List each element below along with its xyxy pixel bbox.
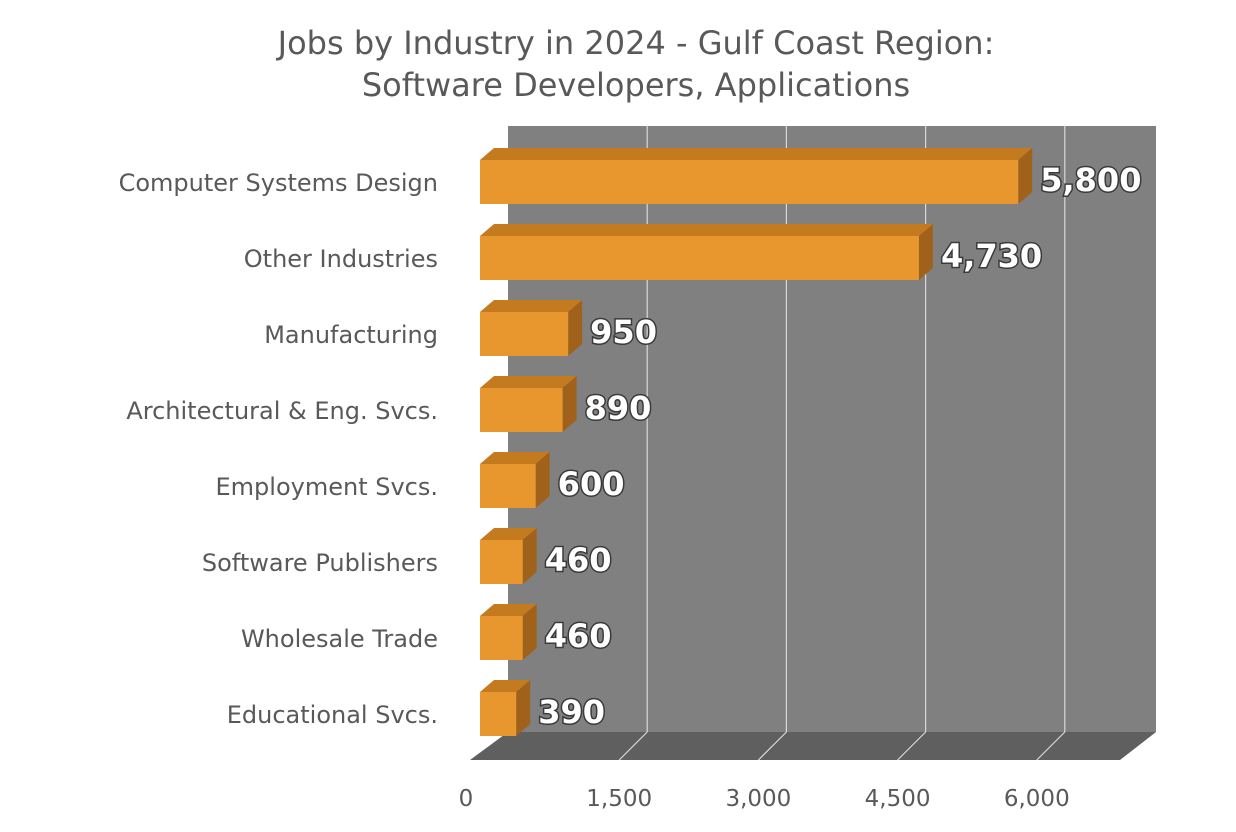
category-label: Manufacturing xyxy=(264,321,438,349)
x-axis-ticks: 0 1,500 3,000 4,500 6,000 xyxy=(459,786,1070,812)
bar xyxy=(480,300,583,356)
bar-front-face xyxy=(480,236,919,280)
plot-floor xyxy=(470,732,1156,760)
bar xyxy=(480,224,933,280)
bar-front-face xyxy=(480,464,536,508)
bar-front-face xyxy=(480,540,523,584)
bar xyxy=(480,376,577,432)
bar-front-face xyxy=(480,388,563,432)
bar-side-face xyxy=(516,680,531,736)
bar xyxy=(480,680,531,736)
bar xyxy=(480,528,537,584)
x-tick-label: 3,000 xyxy=(725,786,791,812)
bar-side-face xyxy=(535,452,550,508)
bar-side-face xyxy=(522,528,537,584)
category-label: Educational Svcs. xyxy=(227,701,438,729)
bar-top-face xyxy=(480,300,583,312)
bar-front-face xyxy=(480,312,569,356)
bar-front-face xyxy=(480,616,523,660)
gridline-floor xyxy=(757,731,787,761)
bar-top-face xyxy=(480,224,933,236)
x-tick-label: 6,000 xyxy=(1004,786,1070,812)
category-labels: Computer Systems Design Other Industries M… xyxy=(119,169,438,729)
x-tick-label: 0 xyxy=(459,786,474,812)
category-label: Other Industries xyxy=(244,245,438,273)
bar-value-label: 5,800 xyxy=(1040,161,1141,199)
x-tick-label: 4,500 xyxy=(865,786,931,812)
bar-side-face xyxy=(568,300,583,356)
chart-title-line-2: Software Developers, Applications xyxy=(362,66,910,104)
bar-top-face xyxy=(480,148,1033,160)
bar-value-label: 4,730 xyxy=(941,237,1042,275)
bar-side-face xyxy=(522,604,537,660)
bar-value-label: 600 xyxy=(558,465,625,503)
category-label: Employment Svcs. xyxy=(216,473,439,501)
chart-title-line-1: Jobs by Industry in 2024 - Gulf Coast Re… xyxy=(276,24,995,62)
bar-side-face xyxy=(1018,148,1033,204)
bar xyxy=(480,148,1033,204)
category-label: Software Publishers xyxy=(202,549,438,577)
bar-top-face xyxy=(480,452,550,464)
bar-value-label: 460 xyxy=(545,617,612,655)
bar-front-face xyxy=(480,160,1019,204)
bar-value-label: 890 xyxy=(585,389,652,427)
gridline-floor xyxy=(1036,731,1066,761)
bar-value-label: 390 xyxy=(538,693,605,731)
gridline-floor xyxy=(618,731,648,761)
bar-front-face xyxy=(480,692,517,736)
bars: 5,800 4,730 950 890 600 460 460 390 xyxy=(480,148,1143,736)
bar-top-face xyxy=(480,528,537,540)
bar-value-label: 460 xyxy=(545,541,612,579)
bar-side-face xyxy=(918,224,933,280)
category-label: Architectural & Eng. Svcs. xyxy=(126,397,438,425)
x-tick-label: 1,500 xyxy=(586,786,652,812)
bar-value-label: 950 xyxy=(590,313,657,351)
bar-side-face xyxy=(562,376,577,432)
bar xyxy=(480,452,550,508)
category-label: Computer Systems Design xyxy=(119,169,438,197)
bar-top-face xyxy=(480,604,537,616)
bar-top-face xyxy=(480,376,577,388)
bar-top-face xyxy=(480,680,531,692)
bar xyxy=(480,604,537,660)
category-label: Wholesale Trade xyxy=(241,625,438,653)
gridline-floor xyxy=(897,731,927,761)
